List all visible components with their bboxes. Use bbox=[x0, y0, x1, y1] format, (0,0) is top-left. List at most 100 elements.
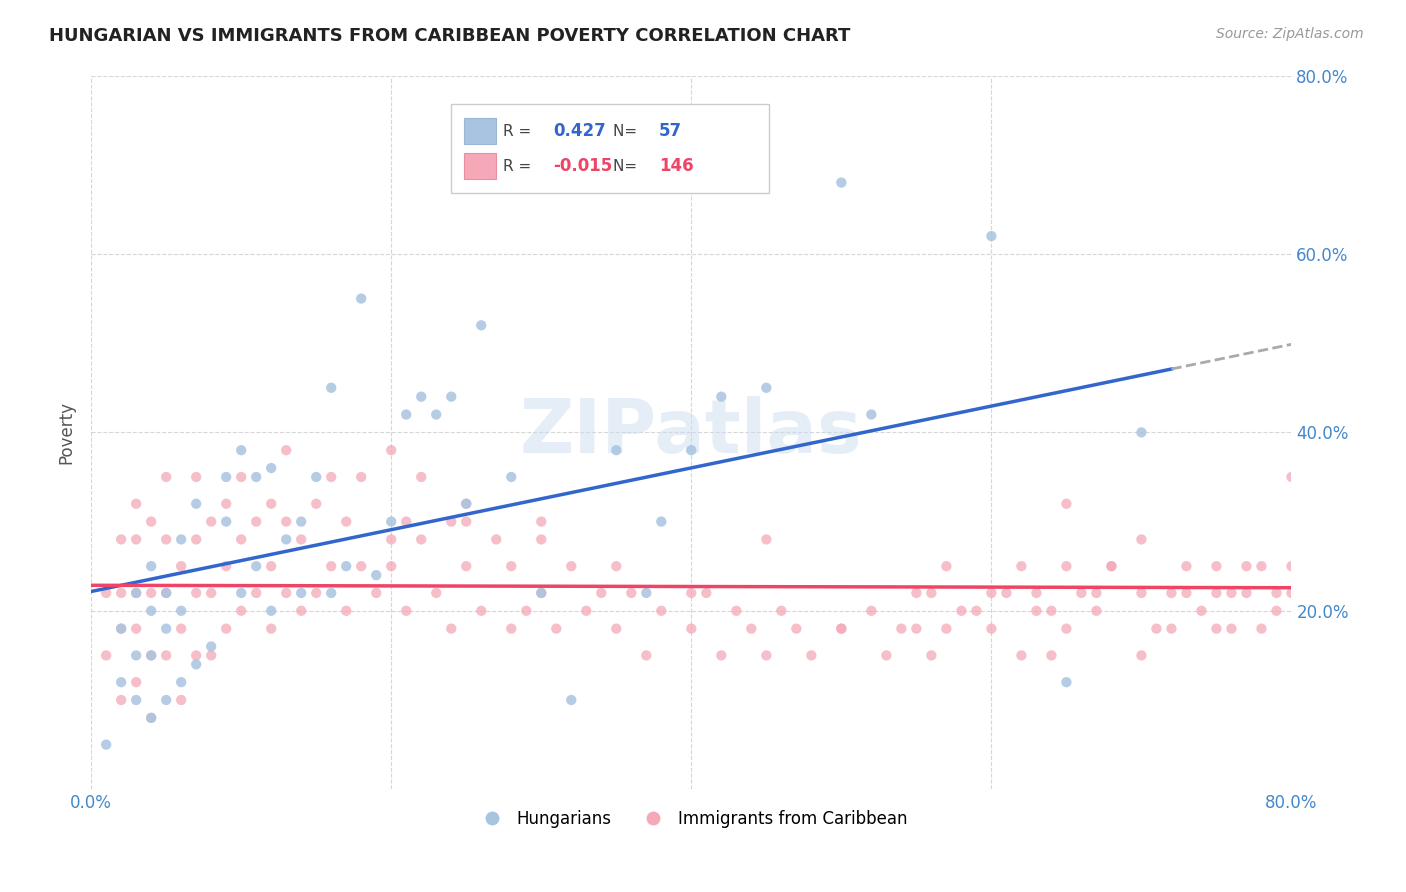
Point bbox=[1010, 648, 1032, 663]
Point bbox=[1010, 559, 1032, 574]
Point bbox=[141, 648, 163, 663]
Point bbox=[980, 229, 1002, 244]
Point bbox=[860, 408, 883, 422]
Point bbox=[456, 497, 478, 511]
Point bbox=[725, 604, 748, 618]
Point bbox=[560, 693, 582, 707]
Point bbox=[96, 586, 118, 600]
Point bbox=[186, 470, 208, 484]
Point bbox=[215, 515, 238, 529]
Point bbox=[980, 586, 1002, 600]
Point bbox=[636, 586, 658, 600]
Point bbox=[245, 470, 267, 484]
Point bbox=[470, 318, 492, 333]
Point bbox=[125, 693, 148, 707]
Point bbox=[141, 604, 163, 618]
Point bbox=[155, 693, 177, 707]
Point bbox=[125, 533, 148, 547]
Point bbox=[321, 586, 343, 600]
Point bbox=[380, 533, 402, 547]
Point bbox=[395, 408, 418, 422]
Point bbox=[335, 604, 357, 618]
Point bbox=[501, 470, 523, 484]
Point bbox=[650, 515, 672, 529]
Point bbox=[1250, 622, 1272, 636]
Point bbox=[155, 622, 177, 636]
Point bbox=[215, 622, 238, 636]
Point bbox=[290, 533, 312, 547]
Point bbox=[530, 586, 553, 600]
Point bbox=[605, 622, 627, 636]
Point bbox=[681, 443, 703, 458]
Point bbox=[1040, 604, 1063, 618]
Point bbox=[110, 622, 132, 636]
Point bbox=[920, 586, 942, 600]
Point bbox=[170, 675, 193, 690]
Point bbox=[200, 640, 222, 654]
Point bbox=[650, 604, 672, 618]
Point bbox=[485, 533, 508, 547]
Point bbox=[276, 443, 298, 458]
Point bbox=[1070, 586, 1092, 600]
Point bbox=[321, 559, 343, 574]
Point bbox=[770, 604, 793, 618]
Point bbox=[1130, 648, 1153, 663]
Text: N=: N= bbox=[613, 159, 643, 174]
Point bbox=[366, 568, 388, 582]
Point bbox=[920, 648, 942, 663]
Point bbox=[1265, 586, 1288, 600]
Point bbox=[530, 533, 553, 547]
Point bbox=[620, 586, 643, 600]
Point bbox=[1054, 622, 1077, 636]
Text: ZIPatlas: ZIPatlas bbox=[520, 396, 863, 469]
Point bbox=[305, 470, 328, 484]
Point bbox=[321, 470, 343, 484]
Point bbox=[231, 604, 253, 618]
Point bbox=[260, 497, 283, 511]
Point bbox=[605, 443, 627, 458]
Point bbox=[1054, 675, 1077, 690]
Point bbox=[800, 648, 823, 663]
Point bbox=[155, 470, 177, 484]
Point bbox=[110, 586, 132, 600]
Point bbox=[456, 515, 478, 529]
Point bbox=[1099, 559, 1122, 574]
Point bbox=[1205, 559, 1227, 574]
Point bbox=[1054, 497, 1077, 511]
Point bbox=[1191, 604, 1213, 618]
Point bbox=[890, 622, 912, 636]
Point bbox=[260, 622, 283, 636]
Point bbox=[231, 586, 253, 600]
Point bbox=[260, 559, 283, 574]
Point bbox=[501, 559, 523, 574]
Point bbox=[155, 533, 177, 547]
Point bbox=[470, 604, 492, 618]
Point bbox=[276, 533, 298, 547]
Point bbox=[245, 586, 267, 600]
Point bbox=[785, 622, 807, 636]
Point bbox=[110, 622, 132, 636]
Point bbox=[290, 604, 312, 618]
Point bbox=[1085, 586, 1108, 600]
Point bbox=[335, 559, 357, 574]
Point bbox=[425, 408, 447, 422]
Point bbox=[530, 586, 553, 600]
Point bbox=[200, 648, 222, 663]
Point bbox=[411, 390, 433, 404]
Point bbox=[170, 693, 193, 707]
Point bbox=[186, 497, 208, 511]
Point bbox=[1236, 559, 1258, 574]
Text: 0.427: 0.427 bbox=[554, 122, 606, 140]
Point bbox=[440, 622, 463, 636]
Point bbox=[125, 586, 148, 600]
Point bbox=[276, 586, 298, 600]
Point bbox=[170, 559, 193, 574]
Point bbox=[710, 390, 733, 404]
Point bbox=[560, 559, 582, 574]
Text: 57: 57 bbox=[659, 122, 682, 140]
Point bbox=[186, 586, 208, 600]
Point bbox=[1144, 622, 1167, 636]
Point bbox=[1175, 586, 1198, 600]
Point bbox=[501, 622, 523, 636]
Point bbox=[96, 648, 118, 663]
